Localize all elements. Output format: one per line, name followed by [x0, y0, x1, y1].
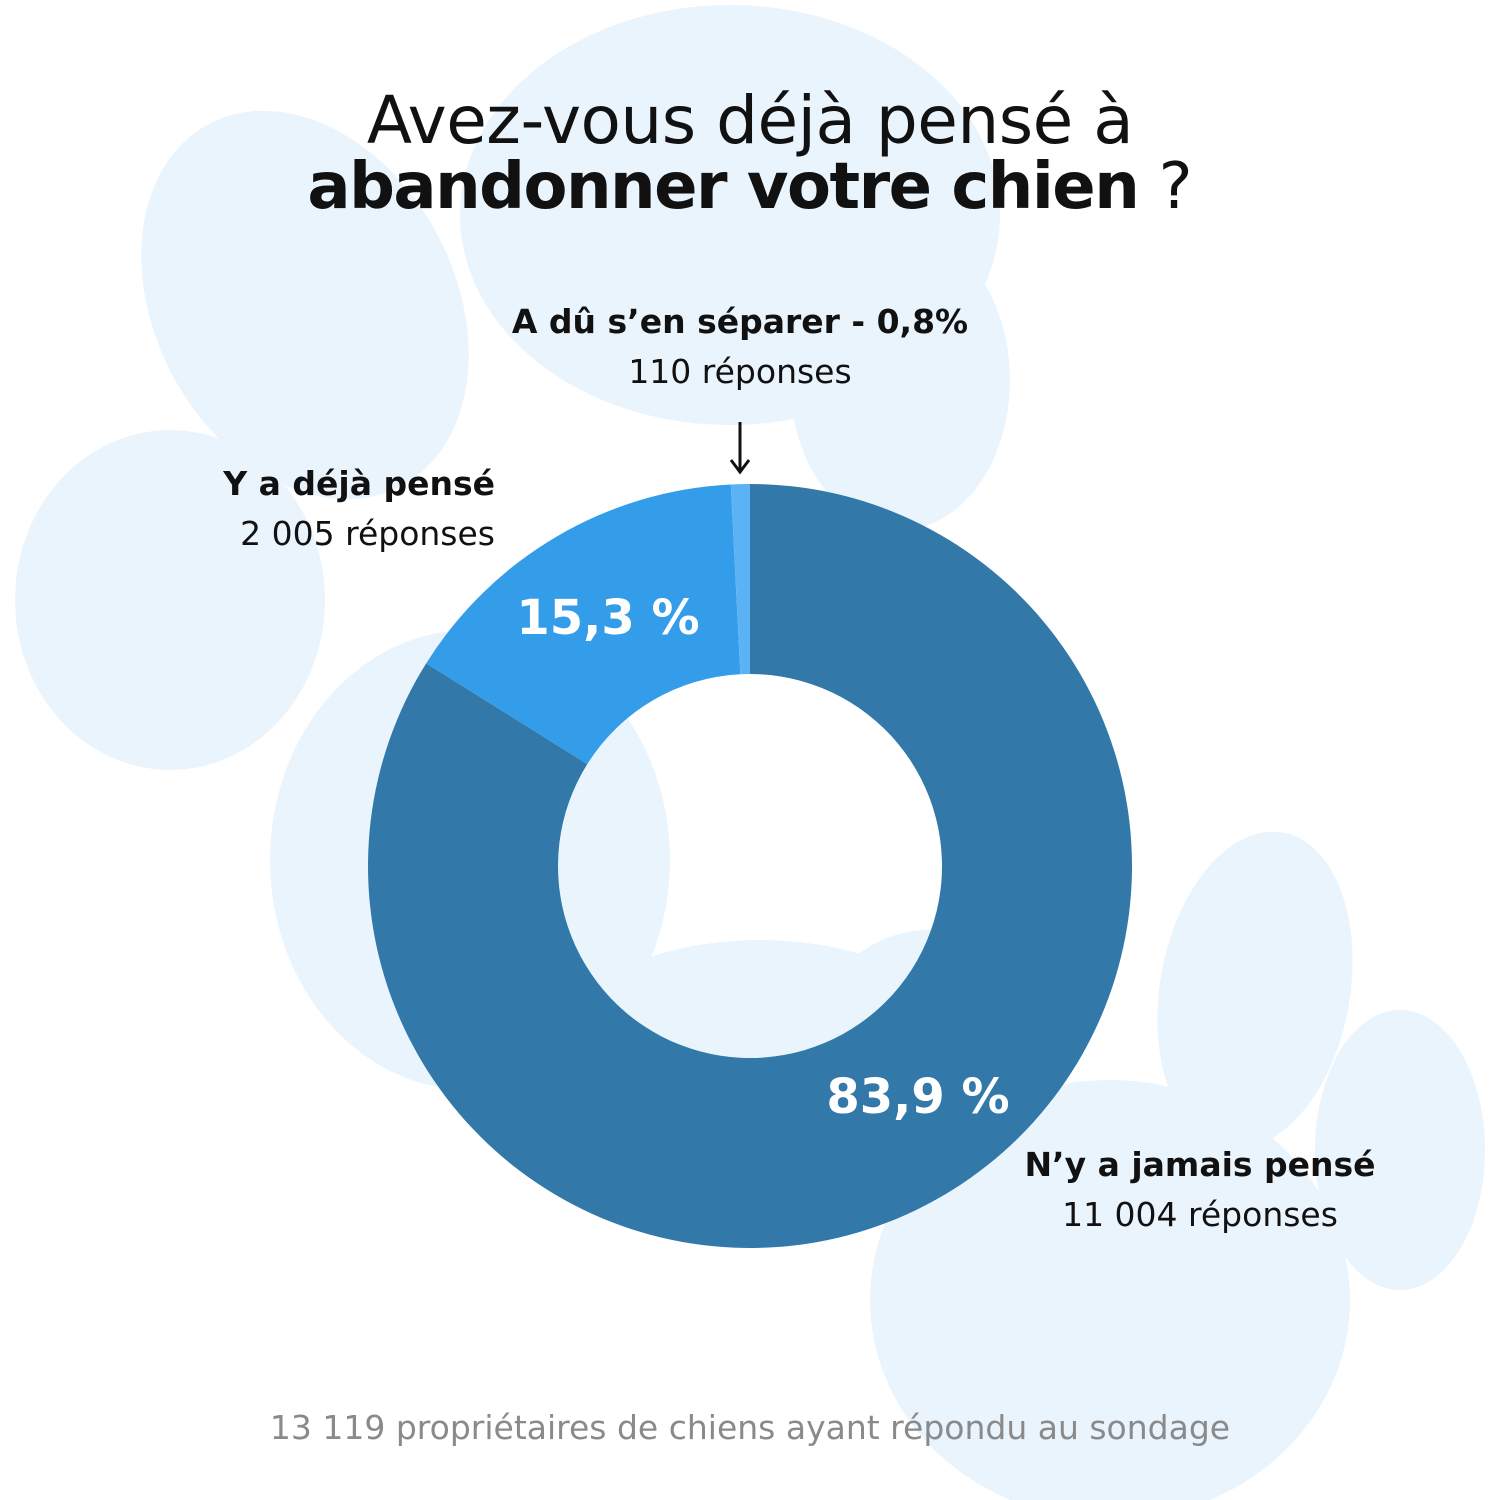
chart-title-question-mark: ? [1138, 150, 1193, 224]
label-separated: A dû s’en séparer - 0,8% 110 réponses [500, 297, 980, 397]
label-never-count: 11 004 réponses [1062, 1195, 1338, 1234]
paw2-toe-top [1157, 831, 1353, 1149]
donut-slice-3 [730, 484, 750, 675]
chart-title-line1: Avez-vous déjà pensé à [366, 82, 1134, 159]
label-thought: Y a déjà pensé 2 005 réponses [150, 459, 495, 559]
paw-toe-left [15, 430, 325, 770]
label-never-title: N’y a jamais pensé [1024, 1145, 1376, 1184]
paw-toe-top-left [141, 110, 469, 500]
donut-slice-1 [368, 484, 1133, 1248]
slice-data-label-1: 83,9 % [826, 1069, 1009, 1125]
paw2-pad [870, 1080, 1350, 1500]
footer-note: 13 119 propriétaires de chiens ayant rép… [269, 1408, 1231, 1447]
slice-data-label-2: 15,3 % [516, 590, 699, 646]
paw-toe-right [790, 230, 1010, 530]
label-thought-title: Y a déjà pensé [223, 464, 495, 503]
label-separated-count: 110 réponses [628, 352, 852, 391]
donut-slice-2 [426, 484, 741, 765]
down-arrow-icon [729, 422, 751, 475]
paw2-toe-right [1315, 1010, 1485, 1290]
label-separated-title: A dû s’en séparer - 0,8% [511, 302, 969, 341]
chart-title-emphasis: abandonner votre chien [307, 150, 1139, 224]
label-thought-count: 2 005 réponses [240, 514, 495, 553]
label-never: N’y a jamais pensé 11 004 réponses [1005, 1140, 1395, 1240]
chart-title-line2: abandonner votre chien ? [0, 150, 1500, 224]
